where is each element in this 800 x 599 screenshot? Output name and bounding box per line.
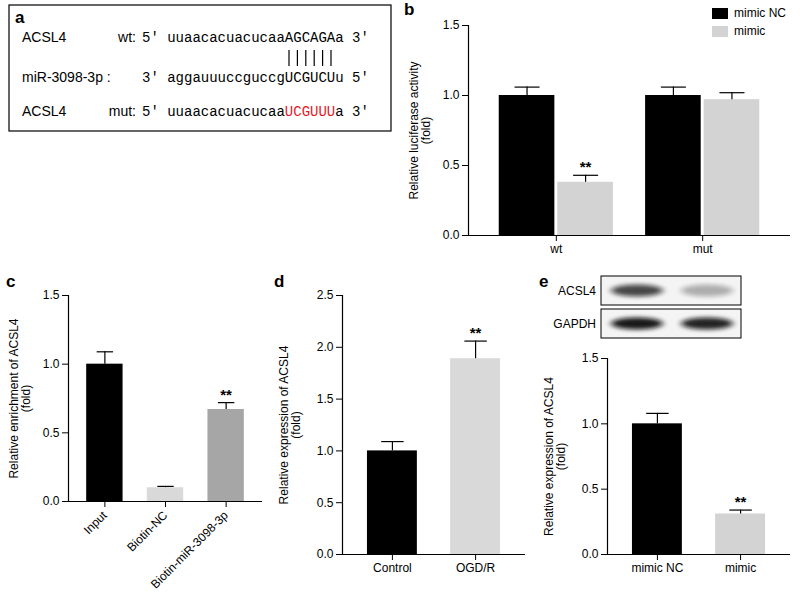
- html-text:d: d: [274, 272, 285, 291]
- svg-text:Control: Control: [373, 561, 412, 575]
- svg-text:**: **: [470, 324, 482, 341]
- svg-text:Relative expression of ACSL4(f: Relative expression of ACSL4(fold): [542, 377, 568, 536]
- svg-text:GAPDH: GAPDH: [553, 317, 596, 331]
- html-text:b: b: [404, 0, 415, 19]
- svg-text:0.0: 0.0: [582, 547, 599, 561]
- svg-text:2.5: 2.5: [317, 288, 334, 302]
- svg-text:3' aggauuuccguccgUCGUCUu 5': 3' aggauuuccguccgUCGUCUu 5': [142, 70, 369, 86]
- svg-text:a: a: [15, 8, 25, 27]
- svg-text:wt: wt: [549, 242, 563, 256]
- svg-text:**: **: [735, 493, 747, 510]
- svg-text:Relative expression of ACSL4(f: Relative expression of ACSL4(fold): [277, 345, 303, 504]
- svg-text:2.0: 2.0: [317, 340, 334, 354]
- svg-text:5' uuaacacuacucaaUCGUUUa 3': 5' uuaacacuacucaaUCGUUUa 3': [142, 104, 369, 120]
- svg-text:mut: mut: [693, 242, 714, 256]
- svg-text:wt:: wt:: [117, 29, 136, 45]
- svg-text:mimic NC: mimic NC: [631, 561, 683, 575]
- svg-text:0.5: 0.5: [43, 426, 60, 440]
- svg-text:Biotin-NC: Biotin-NC: [124, 508, 170, 554]
- svg-text:miR-3098-3p :: miR-3098-3p :: [22, 69, 111, 85]
- svg-text:0.5: 0.5: [317, 496, 334, 510]
- svg-text:1.0: 1.0: [582, 417, 599, 431]
- svg-text:1.5: 1.5: [443, 18, 460, 32]
- svg-text:Input: Input: [81, 508, 110, 537]
- svg-text:mut:: mut:: [109, 103, 136, 119]
- svg-text:ACSL4: ACSL4: [22, 103, 67, 119]
- svg-text:1.5: 1.5: [317, 392, 334, 406]
- html-text:mimic: mimic: [734, 24, 766, 38]
- svg-text:Biotin-miR-3098-3p: Biotin-miR-3098-3p: [148, 508, 231, 591]
- svg-text:1.0: 1.0: [317, 444, 334, 458]
- svg-text:0.0: 0.0: [317, 547, 334, 561]
- svg-text:ACSL4: ACSL4: [22, 29, 67, 45]
- svg-text:OGD/R: OGD/R: [456, 561, 496, 575]
- svg-text:mimic: mimic: [725, 561, 756, 575]
- svg-text:0.5: 0.5: [443, 158, 460, 172]
- svg-text:ACSL4: ACSL4: [558, 284, 596, 298]
- svg-text:Relative luciferase activity(f: Relative luciferase activity(fold): [407, 61, 433, 199]
- svg-text:1.5: 1.5: [582, 351, 599, 365]
- html-text:mimic NC: mimic NC: [734, 6, 786, 20]
- svg-text:**: **: [220, 386, 232, 403]
- svg-text:5' uuaacacuacucaaAGCAGAa 3': 5' uuaacacuacucaaAGCAGAa 3': [142, 30, 369, 46]
- svg-text:0.0: 0.0: [43, 494, 60, 508]
- svg-text:1.5: 1.5: [43, 288, 60, 302]
- svg-text:1.0: 1.0: [443, 88, 460, 102]
- svg-text:0.0: 0.0: [443, 228, 460, 242]
- svg-text:Relative enrichment of ACSL4(f: Relative enrichment of ACSL4(fold): [7, 318, 33, 478]
- html-text:c: c: [6, 272, 16, 291]
- html-text:e: e: [539, 272, 549, 291]
- svg-text:0.5: 0.5: [582, 482, 599, 496]
- svg-text:**: **: [580, 158, 592, 175]
- svg-text:1.0: 1.0: [43, 357, 60, 371]
